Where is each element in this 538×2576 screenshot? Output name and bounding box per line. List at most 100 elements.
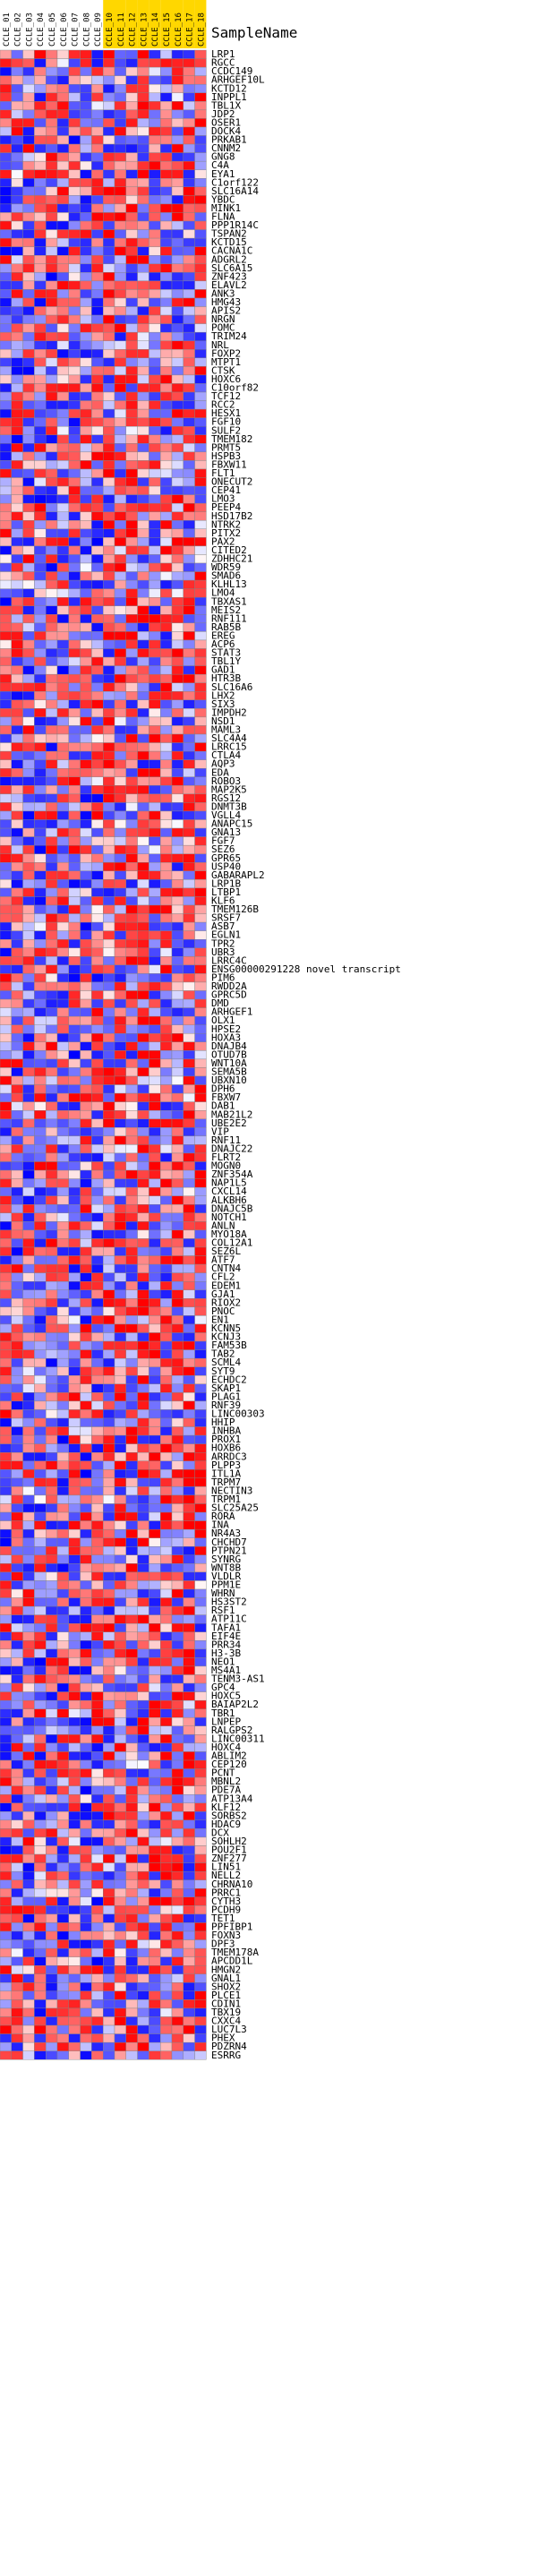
heatmap-cell — [68, 793, 81, 803]
gene-label: KCNJ3 — [211, 1331, 241, 1343]
heatmap-cell — [56, 1836, 70, 1846]
heatmap-cell — [11, 742, 23, 752]
heatmap-cell — [149, 673, 161, 683]
heatmap-cell — [149, 537, 161, 547]
heatmap-cell — [149, 306, 161, 316]
heatmap-cell — [11, 870, 23, 880]
heatmap-cell — [171, 263, 184, 273]
heatmap-cell — [114, 1956, 127, 1966]
heatmap-cell — [194, 1622, 207, 1632]
heatmap-cell — [91, 1306, 104, 1316]
heatmap-cell — [159, 1776, 173, 1786]
gene-label: NOTCH1 — [211, 1211, 247, 1223]
heatmap-cell — [102, 75, 115, 85]
heatmap-cell — [102, 1255, 115, 1265]
gene-label: LINC00311 — [211, 1733, 265, 1744]
heatmap-cell — [137, 426, 149, 435]
heatmap-cell — [102, 682, 115, 692]
heatmap-cell — [137, 1041, 149, 1051]
heatmap-cell — [149, 1212, 161, 1222]
heatmap-cell — [11, 246, 23, 256]
heatmap-cell — [171, 1169, 184, 1179]
heatmap-cell — [159, 417, 173, 427]
heatmap-cell — [137, 1742, 149, 1752]
heatmap-cell — [46, 528, 58, 538]
heatmap-cell — [183, 1580, 195, 1590]
heatmap-cell — [0, 434, 13, 444]
heatmap-cell — [171, 1597, 184, 1607]
heatmap-cell — [91, 1879, 104, 1889]
heatmap-cell — [114, 1537, 127, 1547]
heatmap-cell — [114, 1682, 127, 1692]
heatmap-cell — [125, 443, 138, 453]
heatmap-cell — [114, 836, 127, 846]
heatmap-cell — [171, 733, 184, 743]
heatmap-cell — [0, 1092, 13, 1102]
heatmap-cell — [46, 1486, 58, 1496]
heatmap-cell — [11, 819, 23, 829]
heatmap-cell — [125, 1434, 138, 1444]
heatmap-cell — [68, 776, 81, 786]
heatmap-cell — [0, 579, 13, 589]
heatmap-cell — [194, 1246, 207, 1256]
heatmap-cell — [125, 597, 138, 606]
heatmap-cell — [56, 1161, 70, 1171]
heatmap-cell — [68, 708, 81, 718]
heatmap-cell — [91, 118, 104, 128]
heatmap-cell — [159, 1614, 173, 1624]
heatmap-cell — [149, 1785, 161, 1795]
heatmap-cell — [159, 921, 173, 931]
heatmap-cell — [159, 2024, 173, 2034]
heatmap-cell — [171, 511, 184, 521]
heatmap-cell — [68, 1982, 81, 1992]
heatmap-cell — [0, 1366, 13, 1376]
heatmap-cell — [159, 1426, 173, 1436]
heatmap-cell — [46, 1896, 58, 1906]
heatmap-cell — [159, 246, 173, 256]
heatmap-cell — [22, 768, 35, 777]
heatmap-cell — [102, 631, 115, 641]
heatmap-cell — [149, 1734, 161, 1744]
gene-label: HOXC4 — [211, 1742, 241, 1753]
heatmap-cell — [56, 1272, 70, 1282]
heatmap-cell — [183, 1075, 195, 1085]
heatmap-cell — [46, 1161, 58, 1171]
heatmap-cell — [149, 1622, 161, 1632]
heatmap-cell — [114, 1486, 127, 1496]
heatmap-cell — [46, 1588, 58, 1598]
heatmap-cell — [80, 451, 92, 461]
heatmap-cell — [137, 1272, 149, 1282]
heatmap-cell — [34, 417, 47, 427]
heatmap-cell — [11, 1015, 23, 1025]
heatmap-cell — [11, 614, 23, 624]
heatmap-cell — [114, 1588, 127, 1598]
heatmap-cell — [114, 2007, 127, 2017]
heatmap-cell — [34, 195, 47, 205]
heatmap-cell — [159, 1896, 173, 1906]
heatmap-cell — [0, 725, 13, 735]
heatmap-cell — [0, 1964, 13, 1974]
heatmap-cell — [80, 716, 92, 726]
heatmap-cell — [56, 1528, 70, 1538]
heatmap-cell — [102, 2007, 115, 2017]
heatmap-cell — [171, 1434, 184, 1444]
heatmap-cell — [0, 1315, 13, 1325]
heatmap-cell — [137, 1905, 149, 1915]
heatmap-cell — [11, 1451, 23, 1461]
heatmap-cell — [183, 1332, 195, 1342]
heatmap-cell — [159, 733, 173, 743]
heatmap-cell — [102, 1588, 115, 1598]
heatmap-cell — [102, 785, 115, 795]
heatmap-cell — [56, 785, 70, 795]
heatmap-cell — [91, 1845, 104, 1855]
heatmap-cell — [114, 400, 127, 410]
heatmap-cell — [34, 443, 47, 453]
heatmap-cell — [22, 1007, 35, 1017]
heatmap-cell — [80, 1383, 92, 1393]
heatmap-cell — [34, 1930, 47, 1940]
heatmap-cell — [149, 1058, 161, 1068]
heatmap-cell — [183, 862, 195, 872]
heatmap-cell — [114, 1007, 127, 1017]
heatmap-cell — [102, 297, 115, 307]
heatmap-cell — [125, 1392, 138, 1402]
